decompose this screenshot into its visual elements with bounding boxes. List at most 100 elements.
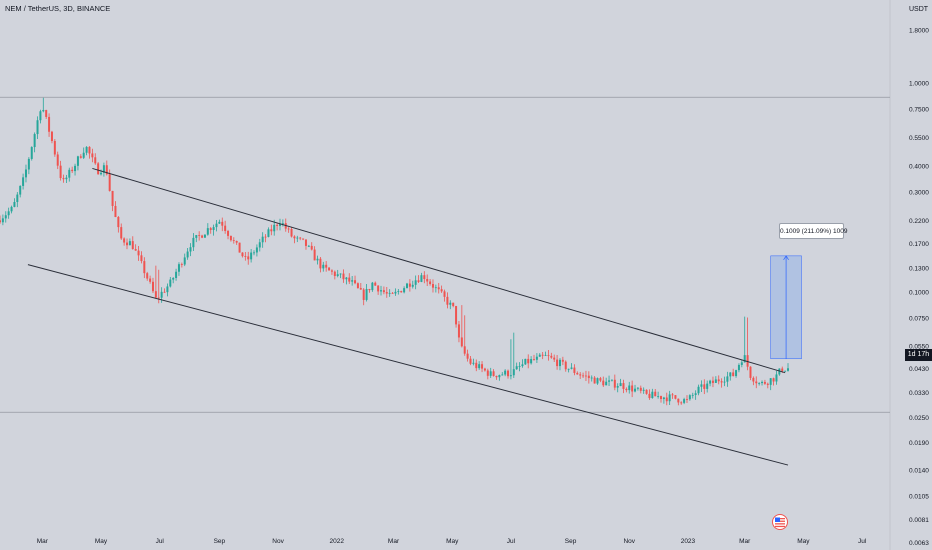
- candle-body: [276, 224, 279, 226]
- candle-body: [426, 279, 429, 282]
- candle-body: [146, 273, 149, 279]
- candle-body: [437, 287, 440, 290]
- candle-body: [258, 242, 261, 248]
- candle-body: [91, 153, 94, 158]
- candle-body: [743, 355, 746, 363]
- candle-body: [492, 371, 495, 376]
- candle-body: [97, 163, 100, 175]
- candle-body: [235, 240, 238, 243]
- candle-body: [732, 372, 735, 377]
- price-tick-label: 0.2200: [909, 218, 929, 225]
- candle-body: [394, 291, 397, 294]
- price-tick-label: 0.1000: [909, 289, 929, 296]
- candle-body: [362, 289, 365, 300]
- candle-body: [356, 283, 359, 289]
- candle-body: [553, 357, 556, 360]
- candle-body: [88, 146, 91, 154]
- candle-body: [24, 169, 27, 178]
- candle-body: [82, 152, 85, 158]
- candle-body: [19, 185, 22, 195]
- candle-body: [333, 271, 336, 276]
- candle-body: [408, 283, 411, 287]
- candle-body: [625, 388, 628, 391]
- candle-body: [452, 302, 455, 307]
- time-tick-label: Jul: [156, 538, 165, 545]
- candle-body: [466, 353, 469, 359]
- candle-body: [71, 169, 74, 172]
- time-tick-label: Mar: [739, 538, 751, 545]
- candle-body: [457, 324, 460, 338]
- candle-body: [429, 281, 432, 285]
- candle-body: [587, 375, 590, 379]
- candle-body: [351, 280, 354, 282]
- candle-body: [290, 229, 293, 237]
- candle-body: [616, 386, 619, 388]
- candle-body: [232, 240, 235, 241]
- candle-body: [573, 367, 576, 373]
- channel-line-lower: [27, 264, 789, 466]
- candle-body: [749, 366, 752, 378]
- candle-body: [377, 285, 380, 292]
- price-tick-label: 0.0190: [909, 440, 929, 447]
- measurement-arrowhead: [783, 255, 789, 261]
- candle-body: [201, 235, 204, 238]
- candle-body: [33, 134, 36, 148]
- candle-body: [535, 356, 538, 360]
- candle-body: [761, 381, 764, 384]
- candle-body: [674, 395, 677, 399]
- candle-body: [16, 194, 19, 202]
- candle-body: [610, 379, 613, 381]
- candle-body: [622, 383, 625, 389]
- candle-body: [645, 389, 648, 394]
- candle-body: [105, 165, 108, 175]
- candle-body: [50, 131, 53, 142]
- candle-body: [697, 386, 700, 394]
- candle-body: [593, 377, 596, 384]
- candle-body: [561, 359, 564, 362]
- candle-body: [417, 280, 420, 282]
- price-tick-label: 0.0430: [909, 366, 929, 373]
- candle-body: [414, 280, 417, 285]
- candle-body: [475, 362, 478, 369]
- us-flag-icon[interactable]: [772, 514, 788, 530]
- candle-body: [345, 277, 348, 280]
- candle-body: [56, 154, 59, 166]
- candle-body: [137, 250, 140, 256]
- candle-body: [660, 396, 663, 400]
- candle-body: [683, 399, 686, 403]
- time-tick-label: Mar: [37, 538, 49, 545]
- candle-body: [131, 241, 134, 250]
- candle-body: [166, 286, 169, 293]
- candle-body: [431, 284, 434, 288]
- candle-body: [688, 395, 691, 400]
- candle-body: [218, 221, 221, 224]
- time-tick-label: May: [797, 538, 810, 545]
- candle-body: [206, 228, 209, 235]
- candle-body: [405, 283, 408, 289]
- candle-body: [79, 156, 82, 158]
- candle-body: [140, 255, 143, 262]
- candle-body: [509, 375, 512, 377]
- candle-body: [671, 394, 674, 396]
- candle-body: [582, 375, 585, 377]
- candle-body: [287, 228, 290, 230]
- candle-body: [758, 383, 761, 384]
- candle-body: [278, 223, 281, 226]
- candle-body: [27, 158, 30, 170]
- candle-body: [481, 364, 484, 369]
- candle-body: [157, 297, 160, 299]
- candle-body: [261, 236, 264, 243]
- candle-body: [518, 366, 521, 367]
- candle-body: [550, 355, 553, 358]
- candle-body: [30, 147, 33, 159]
- candle-body: [709, 380, 712, 384]
- candle-body: [483, 368, 486, 371]
- candle-body: [547, 355, 550, 357]
- price-tick-label: 0.0550: [909, 344, 929, 351]
- candle-body: [717, 379, 720, 382]
- candle-body: [498, 375, 501, 378]
- candle-body: [4, 215, 7, 219]
- candle-body: [590, 377, 593, 379]
- time-tick-label: Sep: [565, 538, 577, 545]
